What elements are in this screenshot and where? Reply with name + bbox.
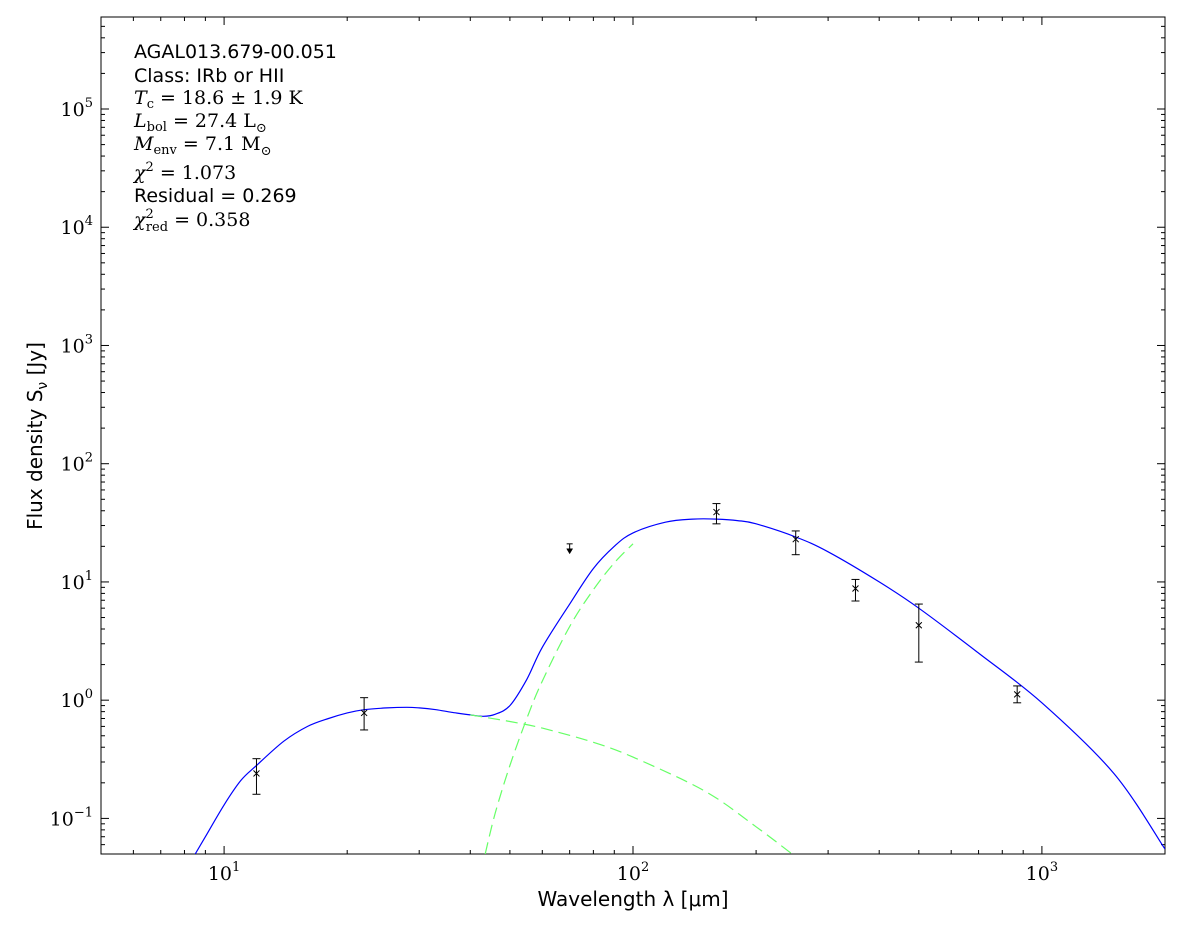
y-tick-label: 104 <box>61 214 93 239</box>
hot-component-curve <box>470 714 793 854</box>
data-point <box>851 578 860 602</box>
y-axis-label-unit: [Jy] <box>23 342 47 382</box>
x-tick-label: 103 <box>1026 860 1058 885</box>
axis-ticks <box>100 16 1166 855</box>
y-tick-label: 101 <box>61 569 93 594</box>
data-point <box>712 503 721 525</box>
class-line: Class: IRb or HII <box>134 65 284 87</box>
data-point <box>914 603 923 663</box>
data-marker <box>792 535 800 543</box>
x-axis-label: Wavelength λ [μm] <box>537 887 728 911</box>
y-tick-label: 102 <box>61 451 93 476</box>
tc-line: Tc = 18.6 ± 1.9 K <box>134 87 304 112</box>
x-tick-label: 101 <box>208 860 240 885</box>
x-tick-label: 102 <box>617 860 649 885</box>
data-marker <box>1013 691 1021 698</box>
data-point <box>252 758 261 795</box>
source-name: AGAL013.679-00.051 <box>134 41 337 63</box>
data-marker <box>915 621 923 629</box>
data-point <box>791 530 800 556</box>
data-point <box>360 697 369 731</box>
data-point <box>1013 685 1022 704</box>
y-tick-label: 103 <box>61 332 93 357</box>
y-tick-label: 100 <box>61 687 93 712</box>
y-axis-label-subscript: ν <box>35 382 51 390</box>
residual-line: Residual = 0.269 <box>134 185 297 207</box>
data-marker <box>253 770 260 777</box>
x-tick-labels: 101 102 103 <box>208 860 1058 885</box>
y-tick-labels: 10−1 100 101 102 103 104 105 <box>50 96 93 830</box>
data-marker <box>852 585 859 592</box>
lbol-line: Lbol = 27.4 L⊙ <box>133 110 267 136</box>
y-tick-label: 10−1 <box>50 805 93 830</box>
fit-curves <box>194 518 1165 854</box>
chi2red-line: χ2 red = 0.358 <box>132 207 250 235</box>
annotation-block: AGAL013.679-00.051 Class: IRb or HII Tc … <box>132 41 337 235</box>
data-marker <box>360 709 368 717</box>
data-points <box>252 503 1022 795</box>
menv-line: Menv = 7.1 M⊙ <box>133 133 272 159</box>
y-tick-label: 105 <box>61 96 93 121</box>
data-marker <box>713 508 720 516</box>
upper-limit-point <box>566 543 574 555</box>
cold-component-curve <box>484 543 634 854</box>
total-fit-curve <box>194 518 1165 854</box>
chi2-line: χ2 = 1.073 <box>132 160 236 184</box>
upper-limit-arrow <box>566 548 574 555</box>
y-axis-label: Flux density Sν [Jy] <box>23 342 51 530</box>
